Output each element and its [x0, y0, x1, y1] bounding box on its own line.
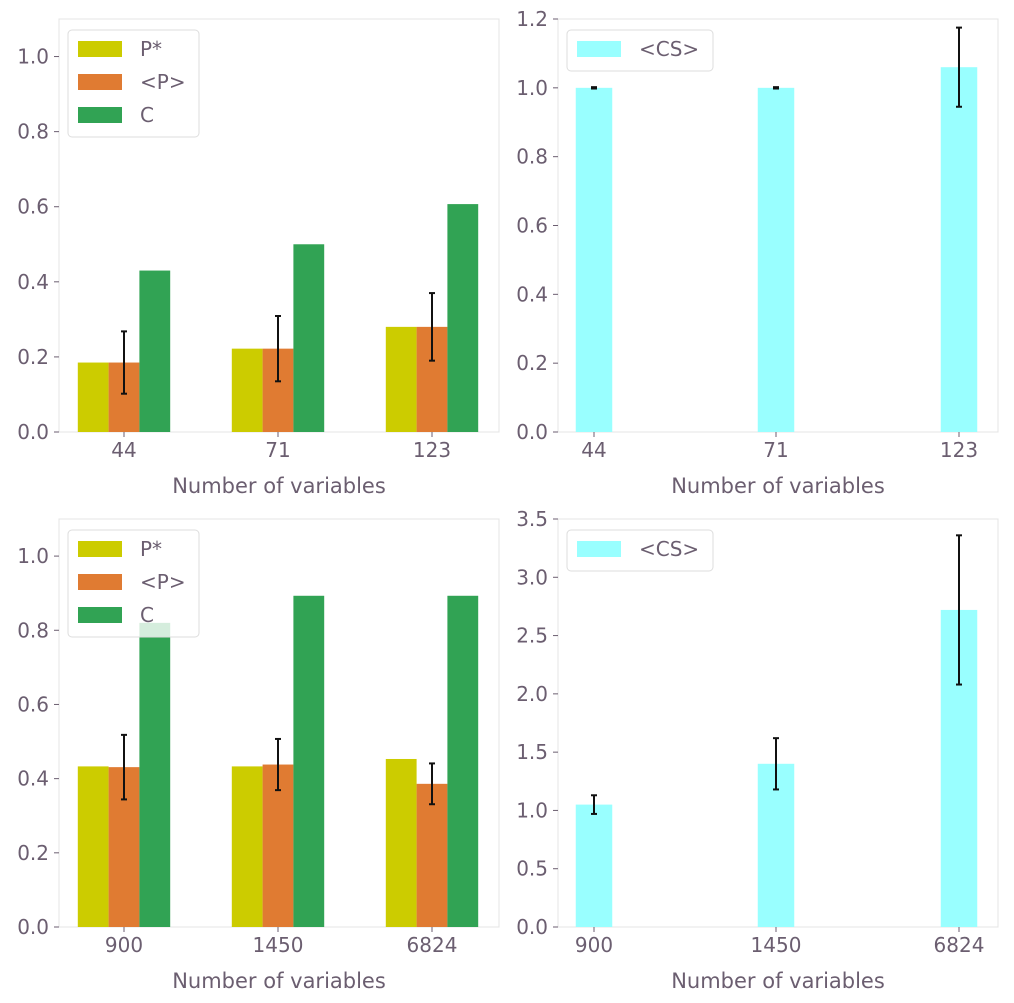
legend-label: <P> — [140, 570, 186, 594]
legend-swatch — [577, 541, 621, 557]
legend: P* <P> C — [67, 29, 200, 138]
legend-label: <P> — [140, 70, 186, 94]
bar-c-71 — [293, 244, 325, 432]
y-tick-label: 0.8 — [17, 120, 49, 144]
legend-frame — [566, 29, 714, 72]
y-tick-label: 0.6 — [516, 214, 548, 238]
y-tick-label: 2.5 — [516, 624, 548, 648]
bar-p-6824 — [385, 758, 417, 927]
bar-p-900 — [77, 766, 109, 927]
chart-panel-4: 0.0 0.5 1.0 1.5 2.0 2.5 3.0 3.5 900 1450 6824 Numbe… — [516, 507, 999, 993]
bar-cs-123 — [940, 67, 978, 432]
x-tick-label: 900 — [575, 933, 613, 957]
legend-swatch — [577, 41, 621, 57]
legend-label: <CS> — [639, 537, 699, 561]
y-tick-label: 0.6 — [17, 195, 49, 219]
x-tick-label: 123 — [413, 438, 451, 462]
bar-c-1450 — [293, 595, 325, 927]
legend-label: P* — [140, 37, 162, 61]
legend: <CS> — [566, 29, 714, 72]
y-tick-label: 2.0 — [516, 682, 548, 706]
y-tick-label: 1.2 — [516, 7, 548, 31]
legend-label: <CS> — [639, 37, 699, 61]
y-tick-label: 0.4 — [516, 282, 548, 306]
x-axis-label: Number of variables — [172, 474, 386, 498]
y-tick-label: 0.2 — [516, 351, 548, 375]
bar-p-71 — [231, 348, 263, 432]
x-axis-label: Number of variables — [671, 969, 885, 993]
legend-swatch — [78, 607, 122, 623]
bar-c-44 — [139, 270, 171, 432]
y-tick-label: 0.2 — [17, 841, 49, 865]
x-tick-label: 71 — [763, 438, 788, 462]
bar-p-123 — [385, 326, 417, 432]
y-tick-label: 1.0 — [17, 544, 49, 568]
x-tick-label: 44 — [581, 438, 606, 462]
bar-p-1450 — [262, 764, 294, 927]
x-tick-label: 123 — [940, 438, 978, 462]
y-tick-label: 1.5 — [516, 740, 548, 764]
bar-cs-71 — [757, 87, 795, 432]
bar-c-6824 — [447, 595, 479, 927]
legend-label: P* — [140, 537, 162, 561]
bar-cs-44 — [575, 87, 613, 432]
x-tick-label: 900 — [105, 933, 143, 957]
chart-panel-3: 0.0 0.2 0.4 0.6 0.8 1.0 900 1450 6824 Number of v… — [17, 518, 500, 993]
y-tick-label: 0.0 — [17, 420, 49, 444]
y-tick-label: 0.5 — [516, 857, 548, 881]
y-tick-label: 0.4 — [17, 270, 49, 294]
x-tick-label: 44 — [111, 438, 136, 462]
y-tick-label: 3.0 — [516, 565, 548, 589]
legend-swatch — [78, 107, 122, 123]
y-tick-label: 0.0 — [516, 915, 548, 939]
y-tick-label: 0.4 — [17, 767, 49, 791]
x-tick-label: 71 — [265, 438, 290, 462]
y-tick-label: 0.6 — [17, 692, 49, 716]
y-tick-label: 0.2 — [17, 345, 49, 369]
y-tick-label: 0.0 — [17, 915, 49, 939]
x-tick-label: 6824 — [407, 933, 458, 957]
y-tick-label: 1.0 — [17, 45, 49, 69]
x-axis-label: Number of variables — [671, 474, 885, 498]
y-tick-label: 3.5 — [516, 507, 548, 531]
y-tick-label: 1.0 — [516, 798, 548, 822]
legend-label: C — [140, 103, 154, 127]
x-tick-label: 1450 — [253, 933, 304, 957]
bar-p-1450 — [231, 766, 263, 927]
legend-swatch — [78, 74, 122, 90]
y-tick-label: 0.8 — [17, 618, 49, 642]
legend-swatch — [78, 41, 122, 57]
bar-c-900 — [139, 622, 171, 927]
bar-cs-1450 — [757, 763, 795, 927]
legend-swatch — [78, 541, 122, 557]
legend-swatch — [78, 574, 122, 590]
bar-p-6824 — [416, 783, 448, 927]
chart-panel-2: 0.0 0.2 0.4 0.6 0.8 1.0 1.2 44 71 123 Number of va… — [516, 7, 999, 498]
x-tick-label: 1450 — [751, 933, 802, 957]
legend: P* <P> C — [67, 529, 200, 638]
y-tick-label: 0.0 — [516, 420, 548, 444]
chart-panel-1: 0.0 0.2 0.4 0.6 0.8 1.0 44 71 123 Number of varia… — [17, 18, 500, 498]
legend-label: C — [140, 603, 154, 627]
bar-p-44 — [77, 362, 109, 432]
bar-cs-900 — [575, 804, 613, 927]
bar-c-123 — [447, 204, 479, 432]
legend-frame — [566, 529, 714, 572]
legend: <CS> — [566, 529, 714, 572]
y-tick-label: 1.0 — [516, 76, 548, 100]
y-tick-label: 0.8 — [516, 145, 548, 169]
x-tick-label: 6824 — [934, 933, 985, 957]
x-axis-label: Number of variables — [172, 969, 386, 993]
